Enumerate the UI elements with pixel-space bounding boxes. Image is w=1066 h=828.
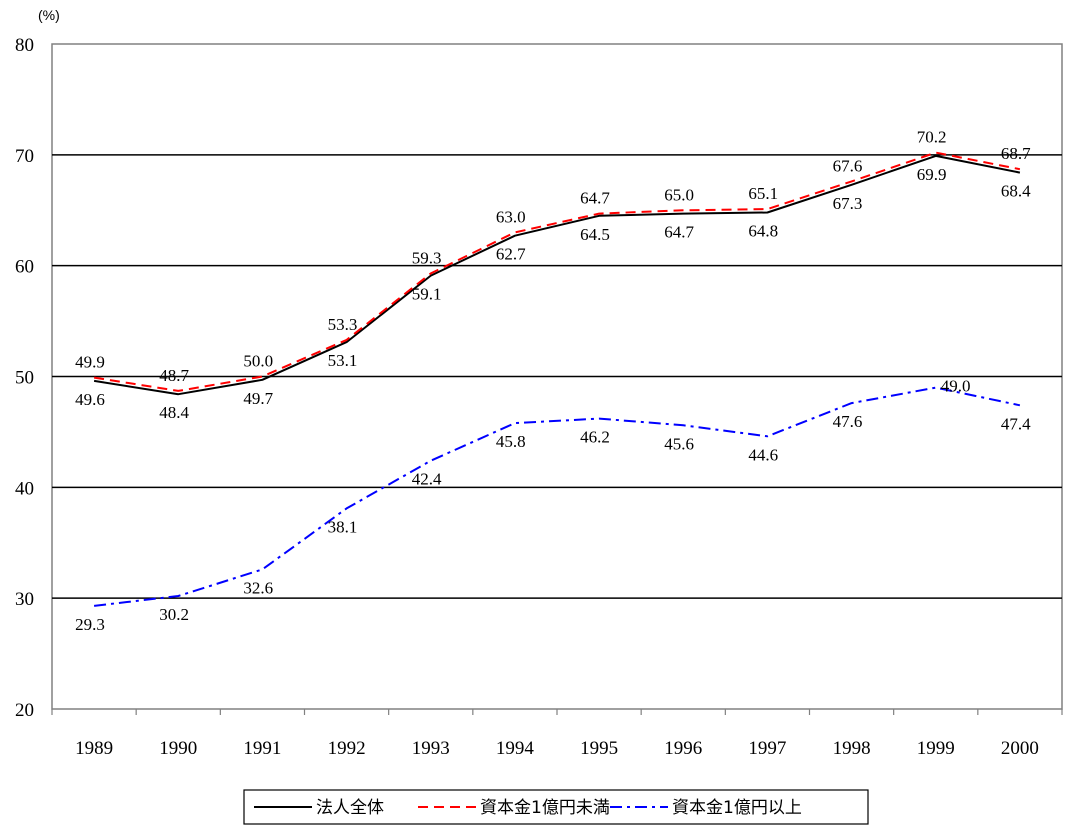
data-label: 64.7 <box>580 189 610 208</box>
x-tick-label: 1993 <box>412 738 450 759</box>
series-line-1 <box>93 154 1021 396</box>
data-labels: 49.6 48.4 49.7 53.1 59.1 62.7 64.5 64.7 64.8 67.3… <box>75 128 1031 634</box>
data-label: 70.2 <box>917 128 947 147</box>
legend-label-1: 法人全体 <box>316 798 384 818</box>
y-tick-label: 20 <box>15 700 34 721</box>
legend-label-2: 資本金1億円未満 <box>480 798 610 818</box>
x-tick-label: 1992 <box>328 738 366 759</box>
x-tick-label: 1994 <box>496 738 535 759</box>
data-label: 59.3 <box>412 248 442 267</box>
x-tick-label: 1989 <box>75 738 113 759</box>
y-tick-label: 60 <box>15 257 34 278</box>
data-label: 47.4 <box>1001 414 1031 433</box>
x-tick-label: 1998 <box>833 738 871 759</box>
x-tick-label: 2000 <box>1001 738 1039 759</box>
x-tick-label: 1995 <box>580 738 618 759</box>
data-label: 48.4 <box>159 403 189 422</box>
y-tick-label: 50 <box>15 368 34 389</box>
data-label: 48.7 <box>159 366 189 385</box>
data-label: 62.7 <box>496 245 526 264</box>
data-label: 64.5 <box>580 225 610 244</box>
data-label: 69.9 <box>917 165 947 184</box>
series-lines <box>93 151 1021 607</box>
data-label: 30.2 <box>159 605 189 624</box>
gridlines <box>52 154 1062 599</box>
data-label: 67.6 <box>833 156 863 175</box>
x-tick-label: 1991 <box>243 738 281 759</box>
x-tick-label: 1997 <box>748 738 786 759</box>
data-label: 45.6 <box>664 434 694 453</box>
y-tick-label: 40 <box>15 478 34 499</box>
data-label: 49.7 <box>243 389 273 408</box>
data-label: 53.3 <box>328 315 358 334</box>
series-line-3 <box>93 386 1021 607</box>
data-label: 38.1 <box>328 517 358 536</box>
data-label: 29.3 <box>75 615 105 634</box>
data-label: 47.6 <box>833 412 863 431</box>
y-tick-label: 30 <box>15 589 34 610</box>
x-tick-label: 1996 <box>664 738 702 759</box>
y-axis-unit-label: (%) <box>38 7 60 23</box>
data-label: 53.1 <box>328 351 358 370</box>
data-label: 63.0 <box>496 207 526 226</box>
data-label: 49.9 <box>75 353 105 372</box>
data-label: 42.4 <box>412 470 442 489</box>
axes: 20 30 40 50 60 70 80 1989 1990 1991 1992 1993 1994 19… <box>15 35 1063 759</box>
legend-box <box>243 789 869 825</box>
data-label: 59.1 <box>412 285 442 304</box>
data-label: 64.7 <box>664 223 694 242</box>
data-label: 49.0 <box>941 377 971 396</box>
data-label: 45.8 <box>496 432 526 451</box>
data-label: 44.6 <box>748 445 778 464</box>
legend: 法人全体 資本金1億円未満 資本金1億円以上 <box>243 789 869 825</box>
data-label: 68.4 <box>1001 182 1031 201</box>
data-label: 67.3 <box>833 194 863 213</box>
legend-label-3: 資本金1億円以上 <box>672 798 802 818</box>
y-tick-label: 80 <box>15 35 34 56</box>
data-label: 65.1 <box>748 184 778 203</box>
data-label: 64.8 <box>748 221 778 240</box>
series-line-2 <box>93 151 1021 392</box>
data-label: 65.0 <box>664 185 694 204</box>
data-label: 32.6 <box>243 578 273 597</box>
data-label: 68.7 <box>1001 144 1031 163</box>
x-tick-label: 1999 <box>917 738 955 759</box>
data-label: 49.6 <box>75 390 105 409</box>
data-label: 46.2 <box>580 428 610 447</box>
x-tick-label: 1990 <box>159 738 197 759</box>
data-label: 50.0 <box>243 352 273 371</box>
y-tick-label: 70 <box>15 146 34 167</box>
